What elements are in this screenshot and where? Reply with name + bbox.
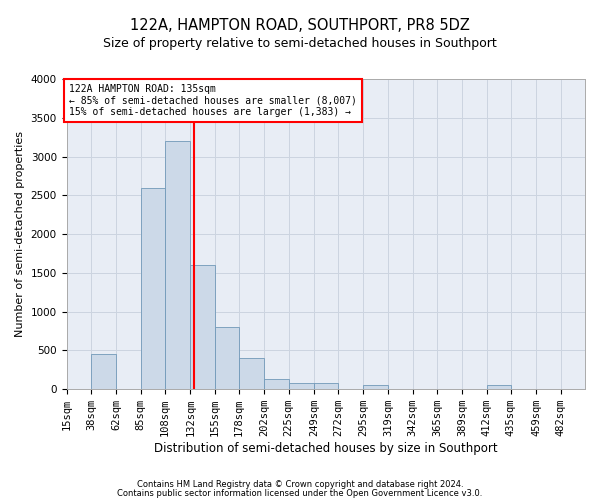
Bar — [314, 383, 338, 389]
Bar — [140, 188, 165, 389]
Bar — [363, 386, 388, 389]
Text: Contains HM Land Registry data © Crown copyright and database right 2024.: Contains HM Land Registry data © Crown c… — [137, 480, 463, 489]
X-axis label: Distribution of semi-detached houses by size in Southport: Distribution of semi-detached houses by … — [154, 442, 497, 455]
Bar — [239, 358, 265, 389]
Text: 122A, HAMPTON ROAD, SOUTHPORT, PR8 5DZ: 122A, HAMPTON ROAD, SOUTHPORT, PR8 5DZ — [130, 18, 470, 32]
Bar — [289, 383, 314, 389]
Text: Contains public sector information licensed under the Open Government Licence v3: Contains public sector information licen… — [118, 489, 482, 498]
Bar — [190, 265, 215, 389]
Y-axis label: Number of semi-detached properties: Number of semi-detached properties — [15, 131, 25, 337]
Bar — [91, 354, 116, 389]
Text: 122A HAMPTON ROAD: 135sqm
← 85% of semi-detached houses are smaller (8,007)
15% : 122A HAMPTON ROAD: 135sqm ← 85% of semi-… — [69, 84, 357, 117]
Bar — [215, 327, 239, 389]
Text: Size of property relative to semi-detached houses in Southport: Size of property relative to semi-detach… — [103, 38, 497, 51]
Bar — [165, 141, 190, 389]
Bar — [487, 386, 511, 389]
Bar — [265, 379, 289, 389]
